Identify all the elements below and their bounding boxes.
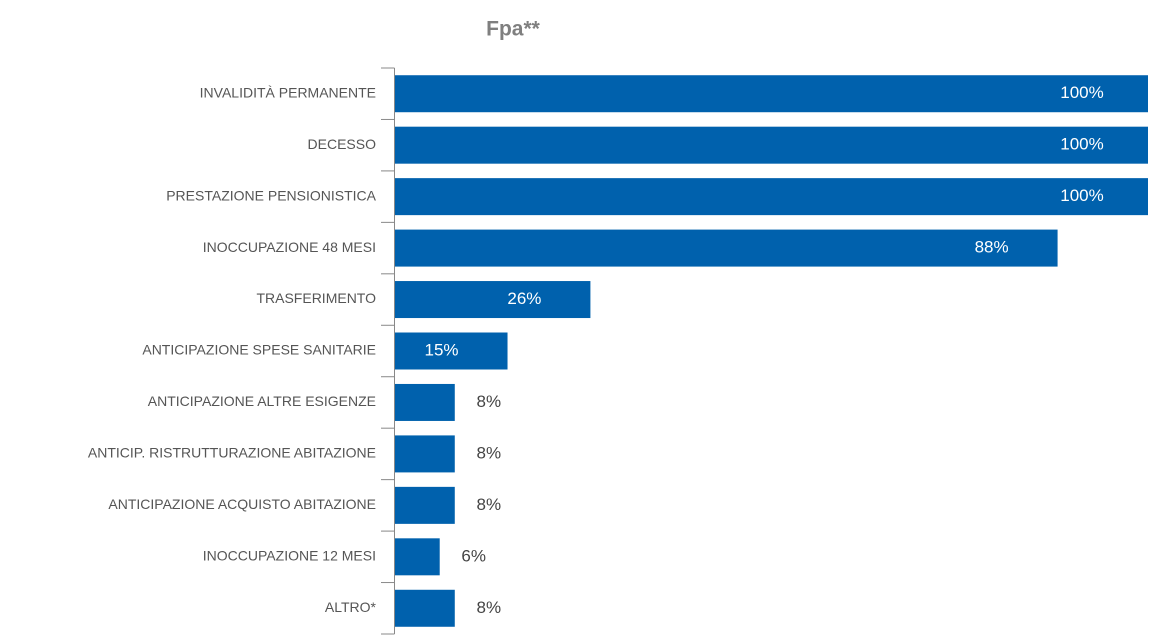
value-label: 100%: [1060, 83, 1103, 102]
bar: [395, 486, 455, 524]
category-label: ANTICIPAZIONE SPESE SANITARIE: [142, 342, 376, 358]
bar: [395, 75, 1148, 113]
value-label: 8%: [476, 598, 501, 617]
bar: [395, 281, 591, 319]
bar: [395, 383, 455, 421]
bar: [395, 229, 1058, 267]
category-label: PRESTAZIONE PENSIONISTICA: [166, 187, 376, 203]
value-label: 100%: [1060, 186, 1103, 205]
category-label: ANTICIPAZIONE ALTRE ESIGENZE: [148, 393, 376, 409]
value-label: 8%: [476, 443, 501, 462]
category-label: INOCCUPAZIONE 48 MESI: [203, 239, 376, 255]
value-label: 6%: [461, 546, 486, 565]
bar: [395, 332, 508, 370]
chart-title: Fpa**: [486, 18, 541, 41]
bar: [395, 126, 1148, 164]
value-label: 100%: [1060, 135, 1103, 154]
category-label: DECESSO: [308, 136, 377, 152]
category-label: TRASFERIMENTO: [256, 290, 376, 306]
category-label: INVALIDITÀ PERMANENTE: [200, 84, 376, 100]
bar: [395, 435, 455, 473]
value-label: 15%: [425, 340, 459, 359]
bar: [395, 538, 440, 576]
value-label: 8%: [476, 392, 501, 411]
category-label: ANTICIPAZIONE ACQUISTO ABITAZIONE: [108, 496, 376, 512]
bar: [395, 589, 455, 627]
value-label: 88%: [975, 238, 1009, 257]
value-label: 8%: [476, 495, 501, 514]
value-label: 26%: [507, 289, 541, 308]
category-label: INOCCUPAZIONE 12 MESI: [203, 548, 376, 564]
bar: [395, 178, 1148, 216]
category-label: ANTICIP. RISTRUTTURAZIONE ABITAZIONE: [88, 445, 376, 461]
category-label: ALTRO*: [325, 599, 377, 615]
